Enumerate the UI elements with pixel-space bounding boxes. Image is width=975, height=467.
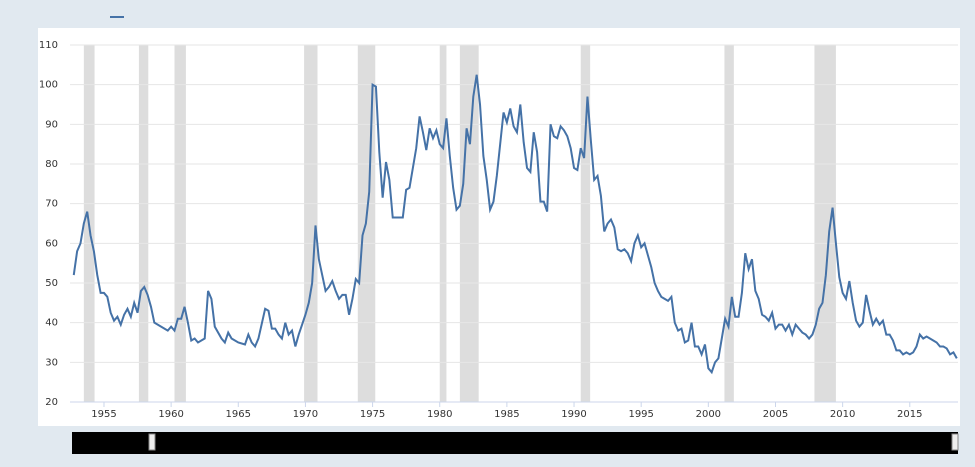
plot-background: [38, 28, 960, 426]
recession-band: [724, 45, 734, 402]
x-tick-label: 2000: [696, 409, 721, 420]
x-tick-label: 1985: [494, 409, 519, 420]
data-line: [72, 74, 958, 375]
recession-band: [580, 45, 591, 402]
x-tick-label: 1975: [360, 409, 385, 420]
y-tick-label: 60: [45, 238, 58, 249]
recession-band: [174, 45, 186, 402]
recession-band: [459, 45, 479, 402]
y-tick-label: 110: [39, 40, 58, 51]
y-tick-label: 30: [45, 357, 58, 368]
y-tick-label: 20: [45, 397, 58, 408]
x-tick-label: 1980: [427, 409, 452, 420]
x-tick-label: 2010: [830, 409, 855, 420]
recession-band: [304, 45, 318, 402]
y-tick-label: 50: [45, 278, 58, 289]
x-tick-label: 1970: [293, 409, 318, 420]
navigator[interactable]: [72, 432, 959, 454]
y-tick-label: 90: [45, 119, 58, 130]
x-tick-label: 1995: [628, 409, 653, 420]
navigator-handle[interactable]: [951, 433, 959, 451]
recession-band: [138, 45, 149, 402]
recession-band: [439, 45, 447, 402]
y-tick-label: 40: [45, 318, 58, 329]
y-tick-label: 80: [45, 159, 58, 170]
x-tick-label: 2015: [897, 409, 922, 420]
y-tick-label: 100: [39, 80, 58, 91]
x-tick-label: 1955: [91, 409, 116, 420]
y-tick-label: 70: [45, 199, 58, 210]
x-tick-label: 1965: [226, 409, 251, 420]
x-tick-label: 1990: [561, 409, 586, 420]
recession-band: [814, 45, 836, 402]
x-tick-label: 2005: [763, 409, 788, 420]
navigator-track: [72, 432, 958, 454]
x-tick-label: 1960: [158, 409, 183, 420]
navigator-handle[interactable]: [148, 433, 156, 451]
